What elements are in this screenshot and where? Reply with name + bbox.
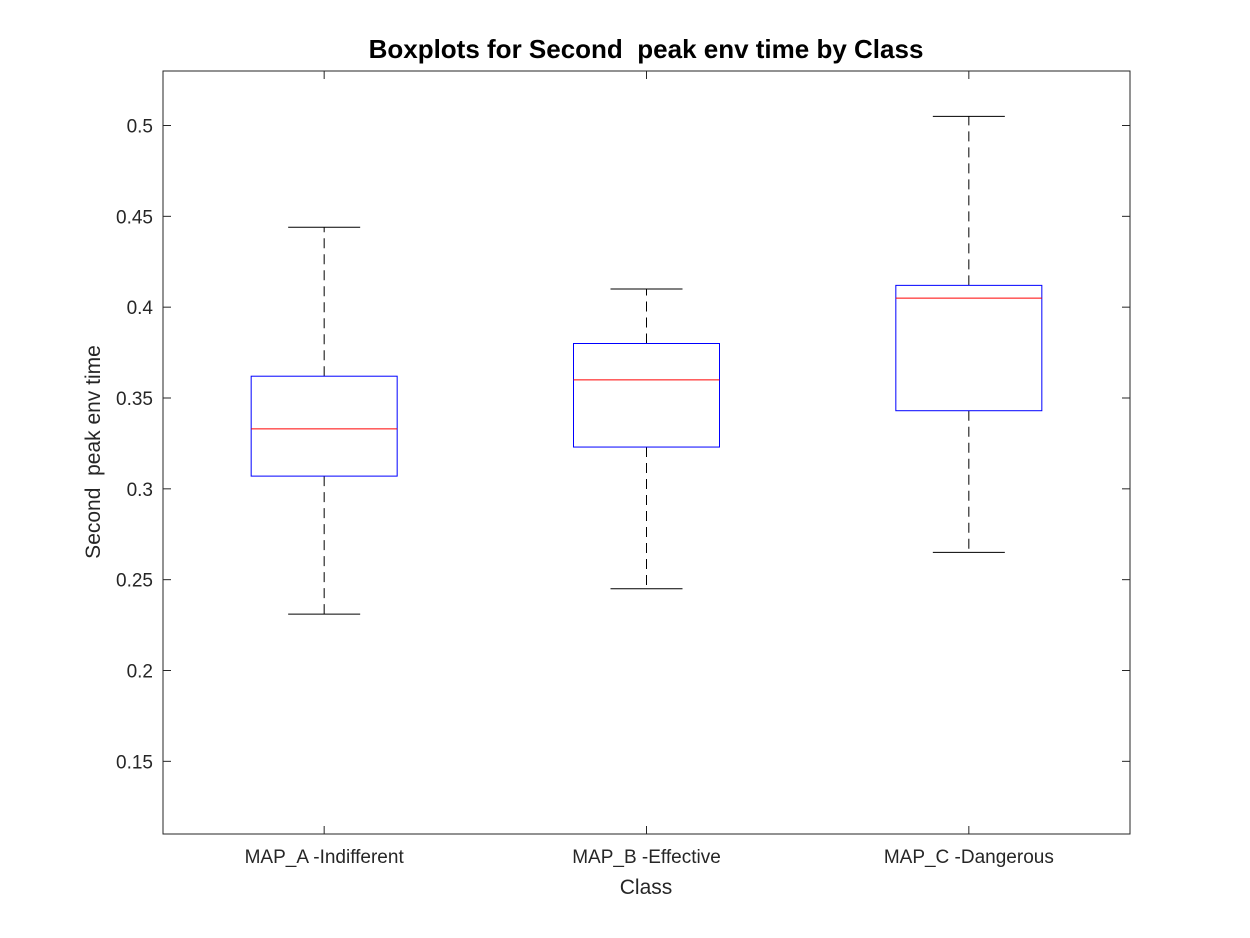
plot-area bbox=[250, 115, 1043, 615]
y-axis-label: Second peak env time bbox=[82, 345, 105, 559]
y-tick-label: 0.15 bbox=[116, 752, 153, 773]
box-group bbox=[250, 226, 398, 615]
y-tick-label: 0.5 bbox=[127, 117, 153, 138]
y-tick-label: 0.4 bbox=[127, 298, 154, 319]
y-tick-label: 0.45 bbox=[116, 207, 153, 228]
iqr-box bbox=[250, 375, 398, 477]
x-tick-label: MAP_C -Dangerous bbox=[884, 847, 1054, 868]
iqr-box bbox=[573, 343, 720, 448]
box-group bbox=[895, 115, 1043, 553]
axes: 0.15 0.2 0.25 0.3 0.35 0.4 0.45 0.5 MAP_A -Indif… bbox=[116, 70, 1131, 868]
iqr-box bbox=[895, 284, 1043, 412]
x-axis-label: Class bbox=[620, 876, 673, 899]
y-tick-label: 0.35 bbox=[116, 389, 153, 410]
y-tick-label: 0.25 bbox=[116, 571, 153, 592]
chart-title: Boxplots for Second peak env time by Cla… bbox=[369, 34, 924, 64]
y-tick-label: 0.3 bbox=[127, 480, 153, 501]
box-group bbox=[573, 288, 720, 590]
x-tick-label: MAP_A -Indifferent bbox=[245, 847, 405, 868]
y-tick-label: 0.2 bbox=[127, 662, 153, 683]
x-tick-label: MAP_B -Effective bbox=[572, 847, 721, 868]
